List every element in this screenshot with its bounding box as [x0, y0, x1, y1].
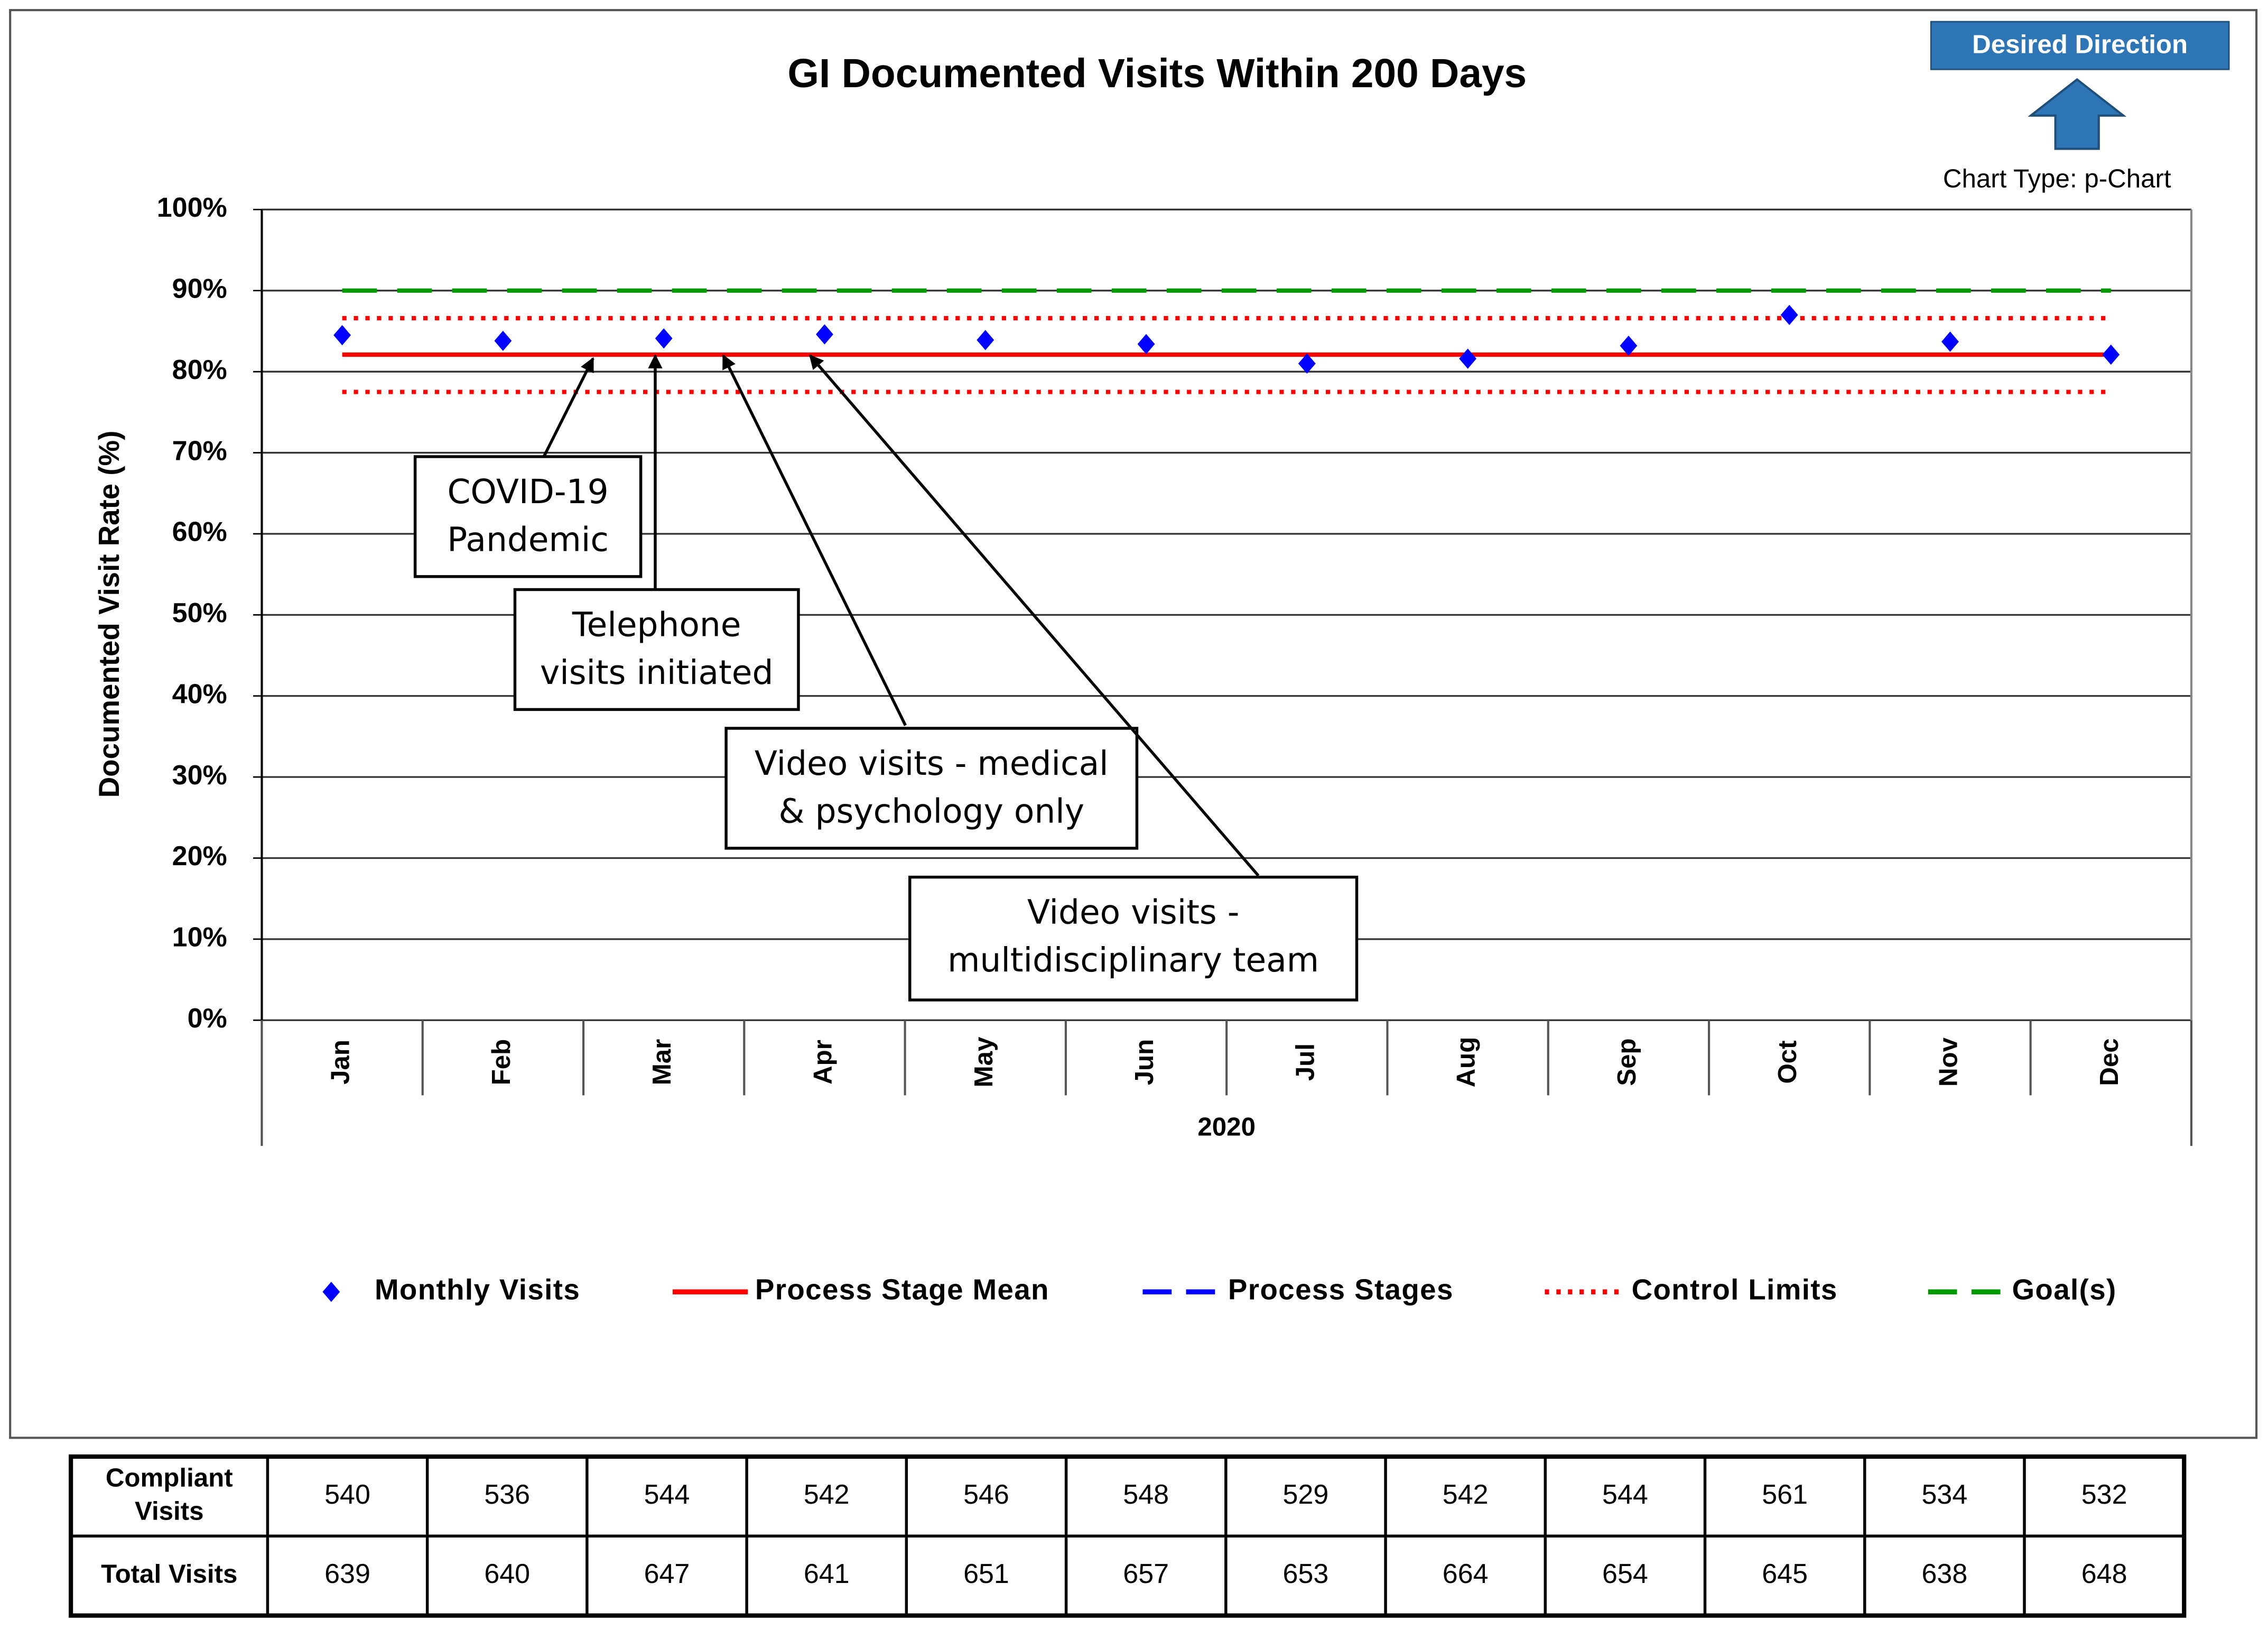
annotations: COVID-19 Pandemic Telephone visits initiate… — [413, 354, 1359, 1002]
table-cell: 648 — [2081, 1559, 2127, 1589]
table-cell: 544 — [1602, 1479, 1648, 1510]
annotation-arrow — [722, 354, 907, 726]
x-tick-label: May — [969, 1036, 998, 1087]
annotation-box — [513, 588, 800, 711]
table-cell: 641 — [804, 1559, 850, 1589]
y-tick-label: 30% — [172, 760, 227, 791]
table-cell: 653 — [1283, 1559, 1329, 1589]
chart-frame — [9, 9, 2258, 1439]
y-tick-label: 60% — [172, 517, 227, 548]
direction-arrow — [2028, 78, 2127, 150]
annotation-text: Video visits - — [1027, 893, 1240, 932]
y-axis-label: Documented Visit Rate (%) — [92, 431, 125, 798]
table-cell: 654 — [1602, 1559, 1648, 1589]
x-tick-label: Sep — [1612, 1038, 1641, 1086]
x-tick-label: Apr — [808, 1040, 837, 1085]
data-point — [1620, 335, 1638, 356]
legend: Monthly Visits Process Stage Mean Process … — [322, 1273, 2116, 1306]
table-cell: 536 — [484, 1479, 530, 1510]
row-label: Compliant — [106, 1464, 233, 1493]
table-cell: 542 — [804, 1479, 850, 1510]
data-point — [1780, 304, 1798, 325]
chart-type-note: Chart Type: p-Chart — [1943, 164, 2171, 193]
table-cell: 548 — [1123, 1479, 1169, 1510]
table-cell: 647 — [644, 1559, 690, 1589]
annotation-text: Pandemic — [447, 520, 609, 559]
annotation-arrow — [808, 354, 1260, 877]
table-cell: 645 — [1762, 1559, 1808, 1589]
badge-text: Desired Direction — [1972, 30, 2188, 59]
table-cell: 639 — [324, 1559, 370, 1589]
data-point — [816, 324, 833, 345]
legend-label: Control Limits — [1632, 1273, 1838, 1306]
y-tick-label: 80% — [172, 355, 227, 385]
chart-title: GI Documented Visits Within 200 Days — [787, 51, 1527, 96]
y-tick-label: 50% — [172, 598, 227, 628]
data-point — [655, 328, 673, 349]
table-cell: 534 — [1921, 1479, 1967, 1510]
badge — [1930, 21, 2230, 70]
x-tick-label: Feb — [487, 1039, 516, 1085]
data-point — [977, 330, 994, 350]
data-point — [1459, 348, 1477, 369]
table-cell: 640 — [484, 1559, 530, 1589]
data-point — [2102, 344, 2120, 365]
legend-label: Process Stage Mean — [755, 1273, 1049, 1306]
x-tick-label: Oct — [1773, 1041, 1802, 1084]
table-cell: 542 — [1443, 1479, 1489, 1510]
legend-label: Monthly Visits — [375, 1273, 580, 1306]
table-cell: 529 — [1283, 1479, 1329, 1510]
table-cell: 546 — [963, 1479, 1009, 1510]
y-tick-label: 90% — [172, 274, 227, 304]
x-group-label: 2020 — [1197, 1112, 1256, 1141]
row-label: Total Visits — [101, 1559, 237, 1588]
y-tick-label: 20% — [172, 841, 227, 872]
table-cell: 561 — [1762, 1479, 1808, 1510]
annotation-text: multidisciplinary team — [947, 941, 1319, 979]
table-cell: 532 — [2081, 1479, 2127, 1510]
data-point — [1941, 331, 1959, 352]
table-cell: 664 — [1443, 1559, 1489, 1589]
table-cell: 544 — [644, 1479, 690, 1510]
x-tick-label: Aug — [1452, 1037, 1481, 1088]
y-tick-label: 10% — [172, 922, 227, 953]
annotation-box — [908, 875, 1359, 1002]
annotation-text: Telephone — [572, 606, 741, 644]
x-tick-label: Mar — [647, 1039, 676, 1086]
annotation-text: COVID-19 — [447, 473, 608, 511]
annotation-arrow — [542, 357, 594, 458]
annotation-box — [413, 455, 643, 578]
x-tick-label: Jan — [326, 1040, 355, 1085]
x-tick-label: Jun — [1130, 1039, 1159, 1085]
data-point — [494, 330, 512, 351]
annotation-text: visits initiated — [540, 653, 773, 692]
y-tick-label: 40% — [172, 679, 227, 709]
table-cell: 540 — [324, 1479, 370, 1510]
x-tick-label: Jul — [1290, 1043, 1319, 1081]
y-tick-label: 100% — [157, 192, 227, 223]
legend-label: Goal(s) — [2012, 1273, 2117, 1306]
annotation-text: Video visits - medical — [755, 744, 1109, 783]
data-table: Compliant Visits 540 536 544 542 546 548 529 542 5… — [69, 1454, 2187, 1618]
data-point — [333, 325, 351, 346]
table-cell: 651 — [963, 1559, 1009, 1589]
x-tick-label: Dec — [2095, 1038, 2124, 1086]
y-tick-label: 70% — [172, 436, 227, 466]
y-tick-label: 0% — [188, 1003, 227, 1034]
table-cell: 657 — [1123, 1559, 1169, 1589]
annotation-box — [724, 727, 1139, 850]
annotation-text: & psychology only — [779, 792, 1084, 830]
row-label: Visits — [135, 1497, 204, 1526]
legend-label: Process Stages — [1228, 1273, 1454, 1306]
table-cell: 638 — [1921, 1559, 1967, 1589]
x-tick-label: Nov — [1934, 1037, 1963, 1087]
